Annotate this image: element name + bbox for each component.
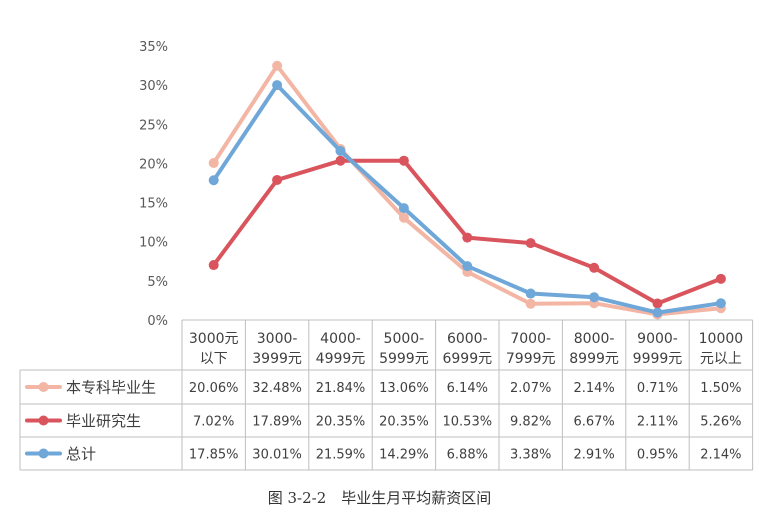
series-line	[211, 83, 723, 315]
data-point	[525, 298, 536, 309]
data-label: 0.95%	[637, 448, 678, 463]
data-point	[589, 262, 600, 273]
x-category-label: 8999元	[569, 351, 619, 367]
legend-label: 毕业研究生	[66, 412, 141, 430]
data-point	[398, 155, 409, 166]
data-point	[462, 232, 473, 243]
data-point	[272, 60, 283, 71]
data-label: 30.01%	[252, 448, 302, 463]
y-tick-label: 10%	[139, 236, 168, 251]
data-point	[398, 212, 409, 223]
x-category-label: 4999元	[316, 351, 366, 367]
data-label: 10.53%	[443, 415, 493, 430]
data-point	[652, 307, 663, 318]
data-point	[462, 261, 473, 272]
x-category-label: 3999元	[252, 351, 302, 367]
series-line	[211, 158, 723, 306]
data-label: 2.14%	[700, 448, 741, 463]
data-label: 13.06%	[379, 381, 429, 396]
data-label: 0.71%	[637, 381, 678, 396]
y-tick-label: 15%	[139, 197, 168, 212]
data-point	[208, 260, 219, 271]
data-label: 21.84%	[316, 381, 366, 396]
x-category-label: 6000-	[447, 331, 488, 347]
data-point	[335, 145, 346, 156]
x-category-label: 7999元	[506, 351, 556, 367]
data-label: 2.14%	[573, 381, 614, 396]
x-category-label: 5999元	[379, 351, 429, 367]
y-tick-label: 20%	[139, 157, 168, 172]
data-label: 5.26%	[700, 415, 741, 430]
data-point	[208, 157, 219, 168]
series-line	[211, 63, 723, 317]
x-category-label: 7000-	[510, 331, 551, 347]
x-category-label: 3000-	[257, 331, 298, 347]
data-point	[335, 155, 346, 166]
data-label: 14.29%	[379, 448, 429, 463]
data-label: 20.35%	[379, 415, 429, 430]
plot-area	[208, 60, 726, 320]
data-point	[272, 174, 283, 185]
y-tick-label: 30%	[139, 79, 168, 94]
data-label: 9.82%	[510, 415, 551, 430]
y-tick-label: 5%	[147, 275, 168, 290]
legend-marker-icon	[38, 382, 49, 392]
data-label: 20.35%	[316, 415, 366, 430]
x-category-label: 9999元	[633, 351, 683, 367]
x-category-label: 10000	[699, 331, 744, 347]
x-category-label: 以下	[200, 351, 228, 367]
data-label: 6.67%	[573, 415, 614, 430]
x-category-label: 8000-	[574, 331, 615, 347]
data-point	[525, 238, 536, 249]
y-tick-label: 25%	[139, 118, 168, 133]
data-label: 21.59%	[316, 448, 366, 463]
data-label: 3.38%	[510, 448, 551, 463]
legend-label: 本专科毕业生	[66, 379, 156, 397]
data-label: 32.48%	[252, 381, 302, 396]
x-category-label: 6999元	[442, 351, 492, 367]
y-axis: 0% 5% 10% 15% 20% 25% 30% 35%	[139, 40, 168, 329]
data-label: 6.14%	[447, 381, 488, 396]
data-label: 6.88%	[447, 448, 488, 463]
data-label: 2.91%	[573, 448, 614, 463]
data-label: 17.85%	[189, 448, 239, 463]
y-tick-label: 35%	[139, 40, 168, 55]
figure-caption: 图 3-2-2 毕业生月平均薪资区间	[267, 489, 492, 507]
x-category-label: 5000-	[384, 331, 425, 347]
x-category-label: 3000元	[189, 331, 239, 347]
data-label: 1.50%	[700, 381, 741, 396]
data-label: 20.06%	[189, 381, 239, 396]
x-category-label: 元以上	[700, 351, 742, 367]
data-label: 17.89%	[252, 415, 302, 430]
y-tick-label: 0%	[147, 314, 168, 329]
legend-marker-icon	[38, 448, 49, 459]
legend-marker-icon	[38, 415, 49, 426]
data-point	[589, 292, 600, 303]
data-point	[525, 288, 536, 299]
data-point	[272, 80, 283, 91]
data-label: 2.07%	[510, 381, 551, 396]
data-point	[652, 298, 663, 309]
data-point	[208, 175, 219, 186]
x-category-label: 9000-	[637, 331, 678, 347]
x-category-label: 4000-	[320, 331, 361, 347]
data-label: 7.02%	[193, 415, 234, 430]
data-point	[715, 273, 726, 284]
data-label: 2.11%	[637, 415, 678, 430]
legend-label: 总计	[66, 445, 96, 463]
data-point	[398, 203, 409, 214]
data-point	[715, 298, 726, 309]
